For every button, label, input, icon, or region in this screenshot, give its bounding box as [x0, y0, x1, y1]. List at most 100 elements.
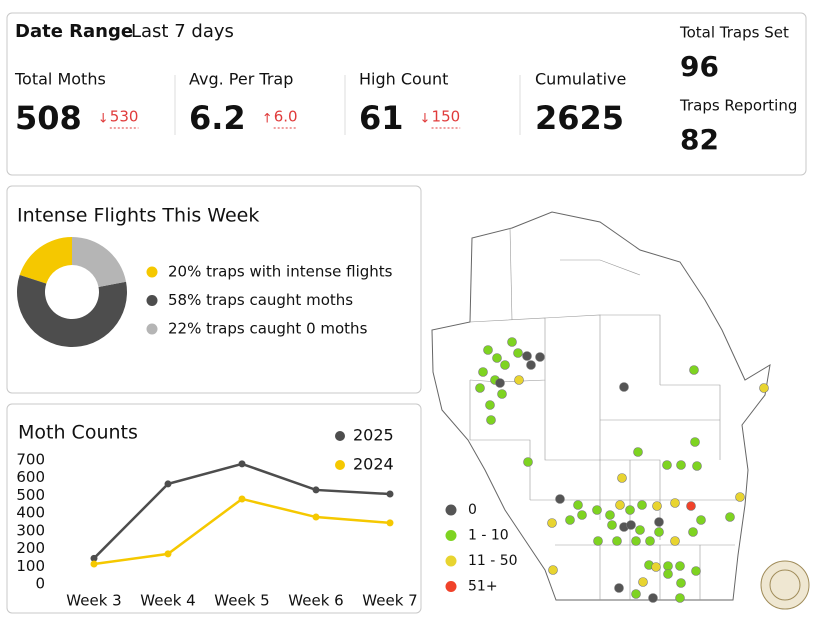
point	[90, 560, 98, 568]
trap-dot	[500, 360, 510, 370]
legend-swatch	[335, 431, 345, 441]
kpi-label: Cumulative	[535, 70, 626, 89]
trap-dot	[645, 536, 655, 546]
trap-dot	[759, 383, 769, 393]
traps-reporting: 82	[680, 123, 719, 156]
trap-dot	[696, 515, 706, 525]
kpi-label: High Count	[359, 70, 448, 89]
trap-dot	[670, 498, 680, 508]
legend-swatch	[146, 323, 158, 335]
kpi-change: 150	[432, 108, 461, 126]
trap-dot	[676, 578, 686, 588]
legend-swatch	[335, 460, 345, 470]
y-tick-label: 100	[16, 557, 45, 575]
x-tick-label: Week 3	[66, 592, 121, 610]
trap-dot	[631, 589, 641, 599]
trap-dot	[638, 577, 648, 587]
date-range: Last 7 days	[131, 21, 234, 42]
trap-dot	[690, 437, 700, 447]
kpi-value: 2625	[535, 99, 624, 137]
trap-dot	[670, 536, 680, 546]
trap-dot	[475, 383, 485, 393]
trap-dot	[637, 500, 647, 510]
pie-panel	[6, 185, 422, 394]
trap-dot	[492, 353, 502, 363]
map-legend-label: 51+	[468, 579, 498, 595]
trap-dot	[507, 337, 517, 347]
map-legend-label: 1 - 10	[468, 528, 509, 544]
y-tick-label: 400	[16, 504, 45, 522]
y-tick-label: 600	[16, 468, 45, 486]
point	[238, 460, 246, 468]
legend-swatch	[146, 295, 158, 306]
y-tick-label: 700	[16, 451, 45, 469]
point	[164, 480, 172, 488]
kpi-change: 6.0	[274, 108, 298, 126]
trap-dot	[619, 382, 629, 392]
x-tick-label: Week 4	[140, 592, 195, 610]
x-tick-label: Week 5	[214, 592, 269, 610]
kpi-label: Avg. Per Trap	[189, 70, 293, 89]
kpi-label: Total Moths	[14, 70, 106, 89]
kpi-value: 6.2	[189, 99, 246, 137]
y-tick-label: 500	[16, 486, 45, 504]
kpi-arrow: ↑	[262, 112, 273, 127]
map-legend-label: 11 - 50	[468, 553, 518, 569]
trap-dot	[555, 494, 565, 504]
point	[164, 550, 172, 558]
legend-swatch	[146, 266, 158, 278]
trap-dot	[652, 501, 662, 511]
trap-dot	[631, 536, 641, 546]
point	[386, 490, 394, 498]
trap-dot	[691, 566, 701, 576]
trap-dot	[497, 389, 507, 399]
trap-dot	[547, 518, 557, 528]
kpi-value: 61	[359, 99, 404, 137]
trap-dot	[654, 517, 664, 527]
pie-slice	[72, 237, 127, 287]
trap-dot	[625, 505, 635, 515]
trap-dot	[483, 345, 493, 355]
trap-dot	[485, 400, 495, 410]
trap-dot	[592, 505, 602, 515]
map-legend-swatch	[445, 504, 457, 516]
y-tick-label: 300	[16, 521, 45, 539]
y-tick-label: 200	[16, 539, 45, 557]
map	[431, 211, 771, 603]
trap-dot	[663, 569, 673, 579]
trap-dot	[495, 378, 505, 388]
point	[90, 554, 98, 562]
trap-dot	[514, 375, 524, 385]
traps-set-label: Total Traps Set	[679, 24, 789, 42]
trap-dot	[725, 512, 735, 522]
legend-label: 20% traps with intense flights	[168, 263, 393, 281]
trap-dot	[535, 352, 545, 362]
date-range-label: Date Range	[15, 21, 133, 42]
traps-set: 96	[680, 50, 719, 83]
trap-dot	[626, 520, 636, 530]
trap-dot	[675, 593, 685, 603]
pie-title: Intense Flights This Week	[17, 205, 259, 227]
state-outline	[431, 211, 771, 601]
legend-label: 2024	[353, 455, 394, 474]
trap-dot	[478, 367, 488, 377]
trap-dot	[688, 527, 698, 537]
trap-dot	[686, 501, 696, 511]
trap-dot	[513, 348, 523, 358]
x-tick-label: Week 7	[362, 592, 417, 610]
trap-dot	[522, 351, 532, 361]
x-tick-label: Week 6	[288, 592, 343, 610]
trap-dot	[486, 415, 496, 425]
point	[238, 495, 246, 503]
seal	[760, 560, 810, 610]
trap-dot	[565, 515, 575, 525]
trap-dot	[617, 473, 627, 483]
trap-dot	[654, 527, 664, 537]
legend-label: 58% traps caught moths	[168, 291, 353, 309]
trap-dot	[675, 561, 685, 571]
trap-dot	[612, 536, 622, 546]
trap-dot	[526, 360, 536, 370]
trap-dot	[573, 500, 583, 510]
trap-dot	[614, 583, 624, 593]
